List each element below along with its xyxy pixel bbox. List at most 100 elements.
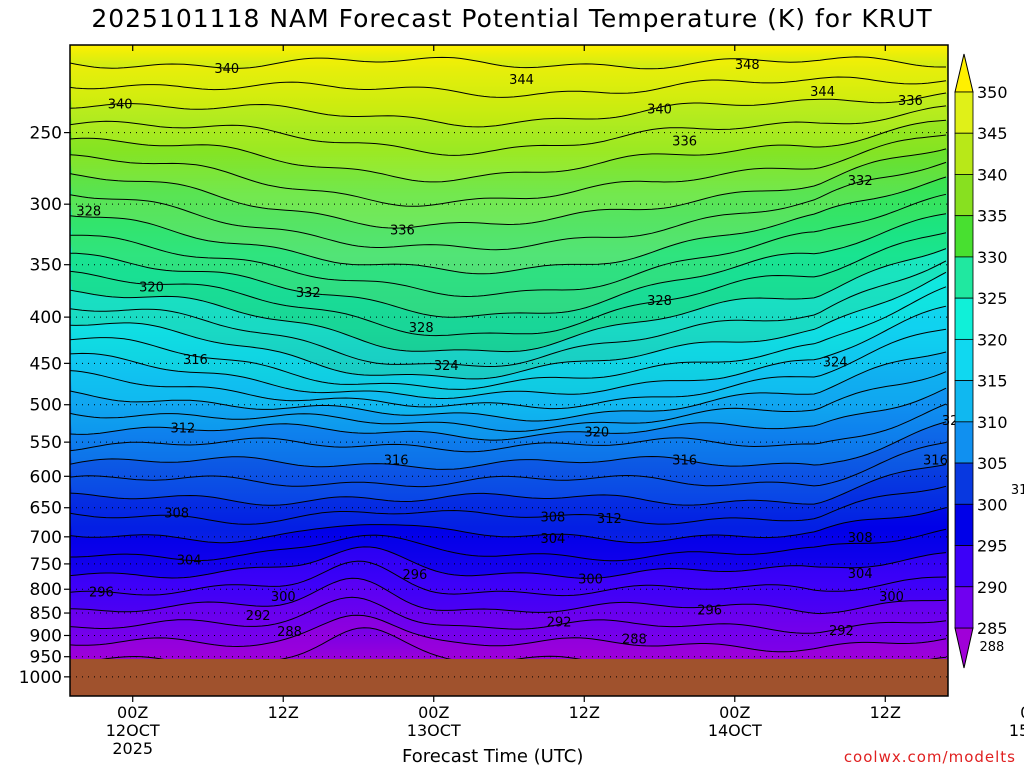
isentrope-line (69, 56, 946, 70)
field-band (70, 56, 948, 98)
field-band (70, 286, 948, 399)
isentrope-label: 312 (170, 422, 195, 437)
isentrope-label: 340 (647, 102, 672, 117)
colorbar-label: 335 (977, 207, 1008, 226)
colorbar-label: 315 (977, 372, 1008, 391)
isentrope-label: 316 (672, 454, 697, 469)
isentrope-label: 348 (735, 58, 760, 73)
colorbar-segment (954, 256, 974, 299)
isentrope-line (69, 286, 947, 390)
isentrope-line (69, 305, 947, 400)
isentrope-line (69, 271, 947, 380)
y-tick-label: 750 (30, 555, 62, 575)
x-tick-label: 13OCT (407, 721, 461, 740)
field-band (70, 120, 948, 207)
x-tick-label: 12Z (268, 703, 299, 722)
isentrope-label: 336 (898, 94, 923, 109)
isentrope-label: 308 (540, 511, 565, 526)
isentrope-label: 320 (584, 425, 609, 440)
isentrope-label: 288 (979, 640, 1004, 655)
colorbar-label: 285 (977, 619, 1008, 638)
field-band (70, 162, 948, 274)
field-band (70, 442, 948, 506)
y-tick-label: 400 (30, 308, 62, 328)
x-tick-label: 00Z (719, 703, 750, 722)
isentrope-line (69, 596, 947, 634)
isentrope-line (69, 485, 947, 525)
isentrope-label: 328 (409, 321, 434, 336)
colorbar-segment (954, 297, 974, 340)
x-tick-label: 12Z (569, 703, 600, 722)
isentrope-label: 288 (277, 625, 302, 640)
y-tick-label: 550 (30, 433, 62, 453)
colorbar-segment (954, 462, 974, 505)
isentrope-label: 308 (164, 507, 189, 522)
isentrope-line (69, 577, 947, 615)
isentrope-label: 308 (848, 531, 873, 546)
colorbar-segment (954, 380, 974, 423)
x-tick-label: 2025 (112, 739, 153, 758)
isentrope-line (69, 403, 947, 453)
colorbar-label: 300 (977, 495, 1008, 514)
isentrope-label: 296 (89, 586, 114, 601)
isentrope-line (69, 560, 947, 597)
isentrope-line (69, 351, 947, 422)
field-band (70, 597, 948, 652)
colorbar-label: 320 (977, 330, 1008, 349)
colorbar-segment (954, 174, 974, 217)
x-tick-label: 12OCT (106, 721, 160, 740)
isentrope-label: 332 (296, 286, 321, 301)
credit-link[interactable]: coolwx.com/modelts (843, 748, 1016, 766)
isentrope-line (69, 464, 947, 506)
y-tick-label: 700 (30, 528, 62, 548)
isentrope-line (69, 92, 947, 128)
isentrope-label: 316 (384, 454, 409, 469)
field-band (70, 404, 948, 470)
grid (70, 132, 948, 678)
field-band (70, 272, 948, 390)
isentrope-label: 324 (823, 356, 848, 371)
colorbar-label: 340 (977, 165, 1008, 184)
x-axis-label: Forecast Time (UTC) (402, 746, 584, 767)
colorbar-label: 345 (977, 124, 1008, 143)
field-band (70, 615, 948, 660)
isentrope-labels: 340 344 348 344 340 340 336 336 332 328 336 320 332 3… (76, 58, 1024, 655)
isentrope-label: 316 (923, 454, 948, 469)
isentrope-line (69, 248, 947, 353)
colorbar-segment (954, 91, 974, 134)
isentrope-label: 336 (672, 134, 697, 149)
isentrope-label: 312 (1011, 483, 1024, 498)
colorbar-label: 310 (977, 413, 1008, 432)
isentrope-line (69, 260, 947, 368)
isentrope-line (69, 176, 947, 275)
isentrope-label: 304 (540, 532, 565, 547)
y-tick-label: 600 (30, 467, 62, 487)
isentrope-label: 324 (434, 359, 459, 374)
isentrope-label: 296 (697, 603, 722, 618)
isentrope-line (69, 119, 947, 183)
isentrope-line (69, 421, 947, 470)
isentrope-label: 288 (622, 633, 647, 648)
colorbar-label: 330 (977, 248, 1008, 267)
isentrope-line (69, 148, 947, 229)
isentrope-label: 304 (177, 554, 202, 569)
x-tick-label: 12Z (870, 703, 901, 722)
field-band (70, 464, 948, 525)
isentrope-label: 316 (183, 353, 208, 368)
colorbar-label: 350 (977, 83, 1008, 102)
field-band (70, 546, 948, 596)
field-band (70, 306, 948, 409)
isentrope-line (69, 213, 947, 318)
ground (70, 659, 948, 696)
colorbar-segment (954, 215, 974, 258)
field-band (70, 421, 948, 487)
x-tick-label: 00Z (1020, 703, 1024, 722)
isentrope-label: 304 (848, 567, 873, 582)
colorbar-segment (954, 545, 974, 588)
colorbar-segment (954, 338, 974, 382)
y-tick-label: 900 (30, 626, 62, 646)
isentrope-line (70, 528, 947, 562)
field-band (70, 213, 948, 336)
field-band (70, 486, 948, 543)
